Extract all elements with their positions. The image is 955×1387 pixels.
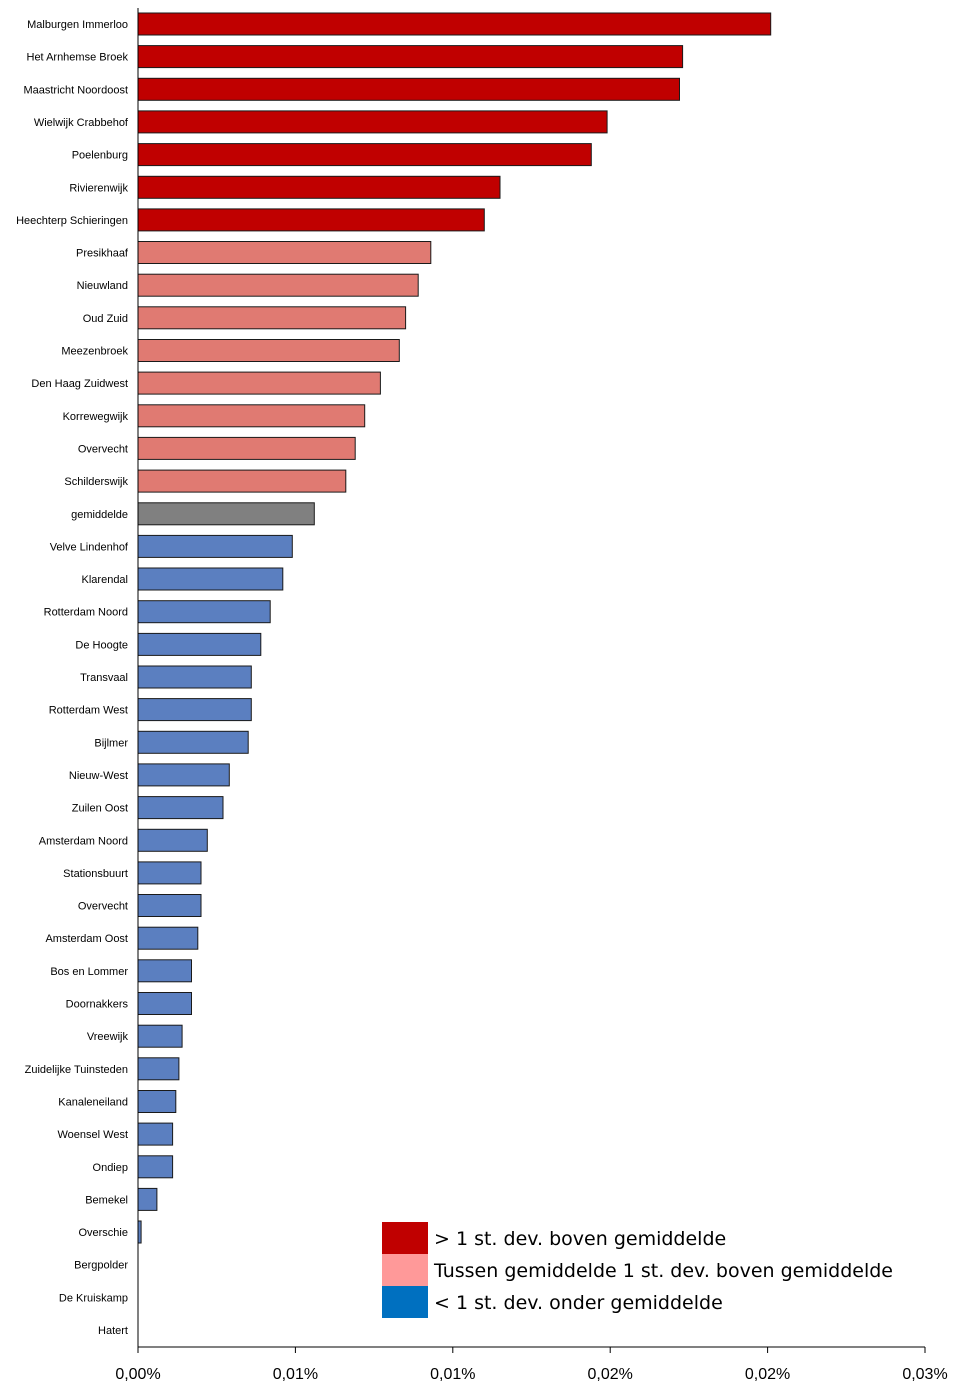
category-label: Bergpolder [74,1260,128,1272]
bar-16 [137,534,293,558]
category-label: Oud Zuid [83,313,128,325]
bar-30 [137,992,192,1015]
bar-33 [137,1090,177,1113]
bar-7 [137,241,432,264]
legend-label-2: < 1 st. dev. onder gemiddelde [434,1292,723,1314]
category-label: Amsterdam Noord [39,835,128,847]
category-label: gemiddelde [71,509,128,521]
category-label: Overvecht [78,901,128,913]
x-tick-label: 0,00% [115,1366,160,1383]
legend: > 1 st. dev. boven gemiddelde Tussen gemi… [382,1222,893,1318]
legend-label-1: Tussen gemiddelde 1 st. dev. boven gemid… [433,1260,893,1282]
category-label: Overschie [78,1227,128,1239]
bar-24 [137,796,224,820]
category-label: Vreewijk [87,1031,129,1043]
bar-26 [137,861,202,885]
category-label: Meezenbroek [61,346,128,358]
category-label: Amsterdam Oost [45,933,128,945]
category-label: Doornakkers [66,999,129,1011]
category-label: Nieuw-West [69,770,128,782]
bar-34 [137,1122,174,1146]
category-label: Zuidelijke Tuinsteden [25,1064,128,1076]
category-label: Schilderswijk [64,476,128,488]
bar-9 [137,306,407,330]
x-tick-label: 0,02% [588,1366,633,1383]
bar-11 [137,371,381,395]
category-label: Overvecht [78,443,128,455]
bar-31 [137,1024,183,1048]
category-label: Den Haag Zuidwest [31,378,128,390]
category-label: Heechterp Schieringen [16,215,128,227]
category-label: Velve Lindenhof [50,541,129,553]
category-label: Ondiep [93,1162,128,1174]
bar-29 [137,959,192,983]
category-label: Hatert [98,1325,128,1337]
x-tick-label: 0,02% [745,1366,790,1383]
category-labels: Malburgen Immerloo Het Arnhemse Broek Maas… [16,19,129,1337]
bar-5 [137,175,501,199]
bar-20 [137,665,252,689]
category-label: Rotterdam West [49,705,128,717]
category-label: De Kruiskamp [59,1292,128,1304]
x-tick-label: 0,03% [902,1366,947,1383]
bar-4 [137,143,592,167]
legend-swatch-1 [382,1254,428,1286]
legend-swatch-2 [382,1286,428,1318]
x-tick-label: 0,01% [273,1366,318,1383]
category-label: Klarendal [82,574,128,586]
category-label: Bos en Lommer [50,966,128,978]
bars-layer [137,12,772,1244]
bar-2 [137,77,680,101]
category-label: Zuilen Oost [72,803,128,815]
bar-28 [137,926,199,950]
category-label: Poelenburg [72,150,128,162]
category-label: De Hoogte [75,639,128,651]
x-tick-label: 0,01% [430,1366,475,1383]
bar-19 [137,632,262,656]
category-label: Korrewegwijk [63,411,129,423]
bar-35 [137,1155,174,1179]
bar-12 [137,404,366,428]
category-label: Kanaleneiland [58,1097,128,1109]
bar-27 [137,894,202,917]
legend-label-0: > 1 st. dev. boven gemiddelde [434,1228,726,1250]
category-label: Bemekel [85,1194,128,1206]
bar-10 [137,339,400,362]
category-label: Bijlmer [94,737,128,749]
bar-0 [137,12,772,36]
category-label: Wielwijk Crabbehof [34,117,129,129]
bar-3 [137,110,608,134]
bar-32 [137,1057,180,1081]
category-label: Stationsbuurt [63,868,128,880]
bar-8 [137,273,419,297]
bar-23 [137,763,230,787]
bar-14 [137,469,347,493]
bar-6 [137,208,485,232]
category-label: Transvaal [80,672,128,684]
bar-1 [137,45,684,69]
bar-13 [137,436,356,460]
category-label: Woensel West [57,1129,128,1141]
legend-swatch-0 [382,1222,428,1254]
bar-18 [137,600,271,624]
category-label: Malburgen Immerloo [27,19,128,31]
category-label: Maastricht Noordoost [23,84,128,96]
category-label: Nieuwland [77,280,128,292]
category-label: Het Arnhemse Broek [27,52,129,64]
bar-21 [137,698,252,722]
bar-17 [137,567,284,591]
bar-15 [137,502,315,526]
bar-22 [137,730,249,754]
category-label: Rotterdam Noord [44,607,128,619]
category-label: Presikhaaf [76,248,129,260]
category-label: Rivierenwijk [69,182,128,194]
x-axis: 0,00% 0,01% 0,01% 0,02% 0,02% 0,03% [115,8,948,1383]
bar-36 [137,1187,158,1211]
bar-25 [137,828,208,852]
